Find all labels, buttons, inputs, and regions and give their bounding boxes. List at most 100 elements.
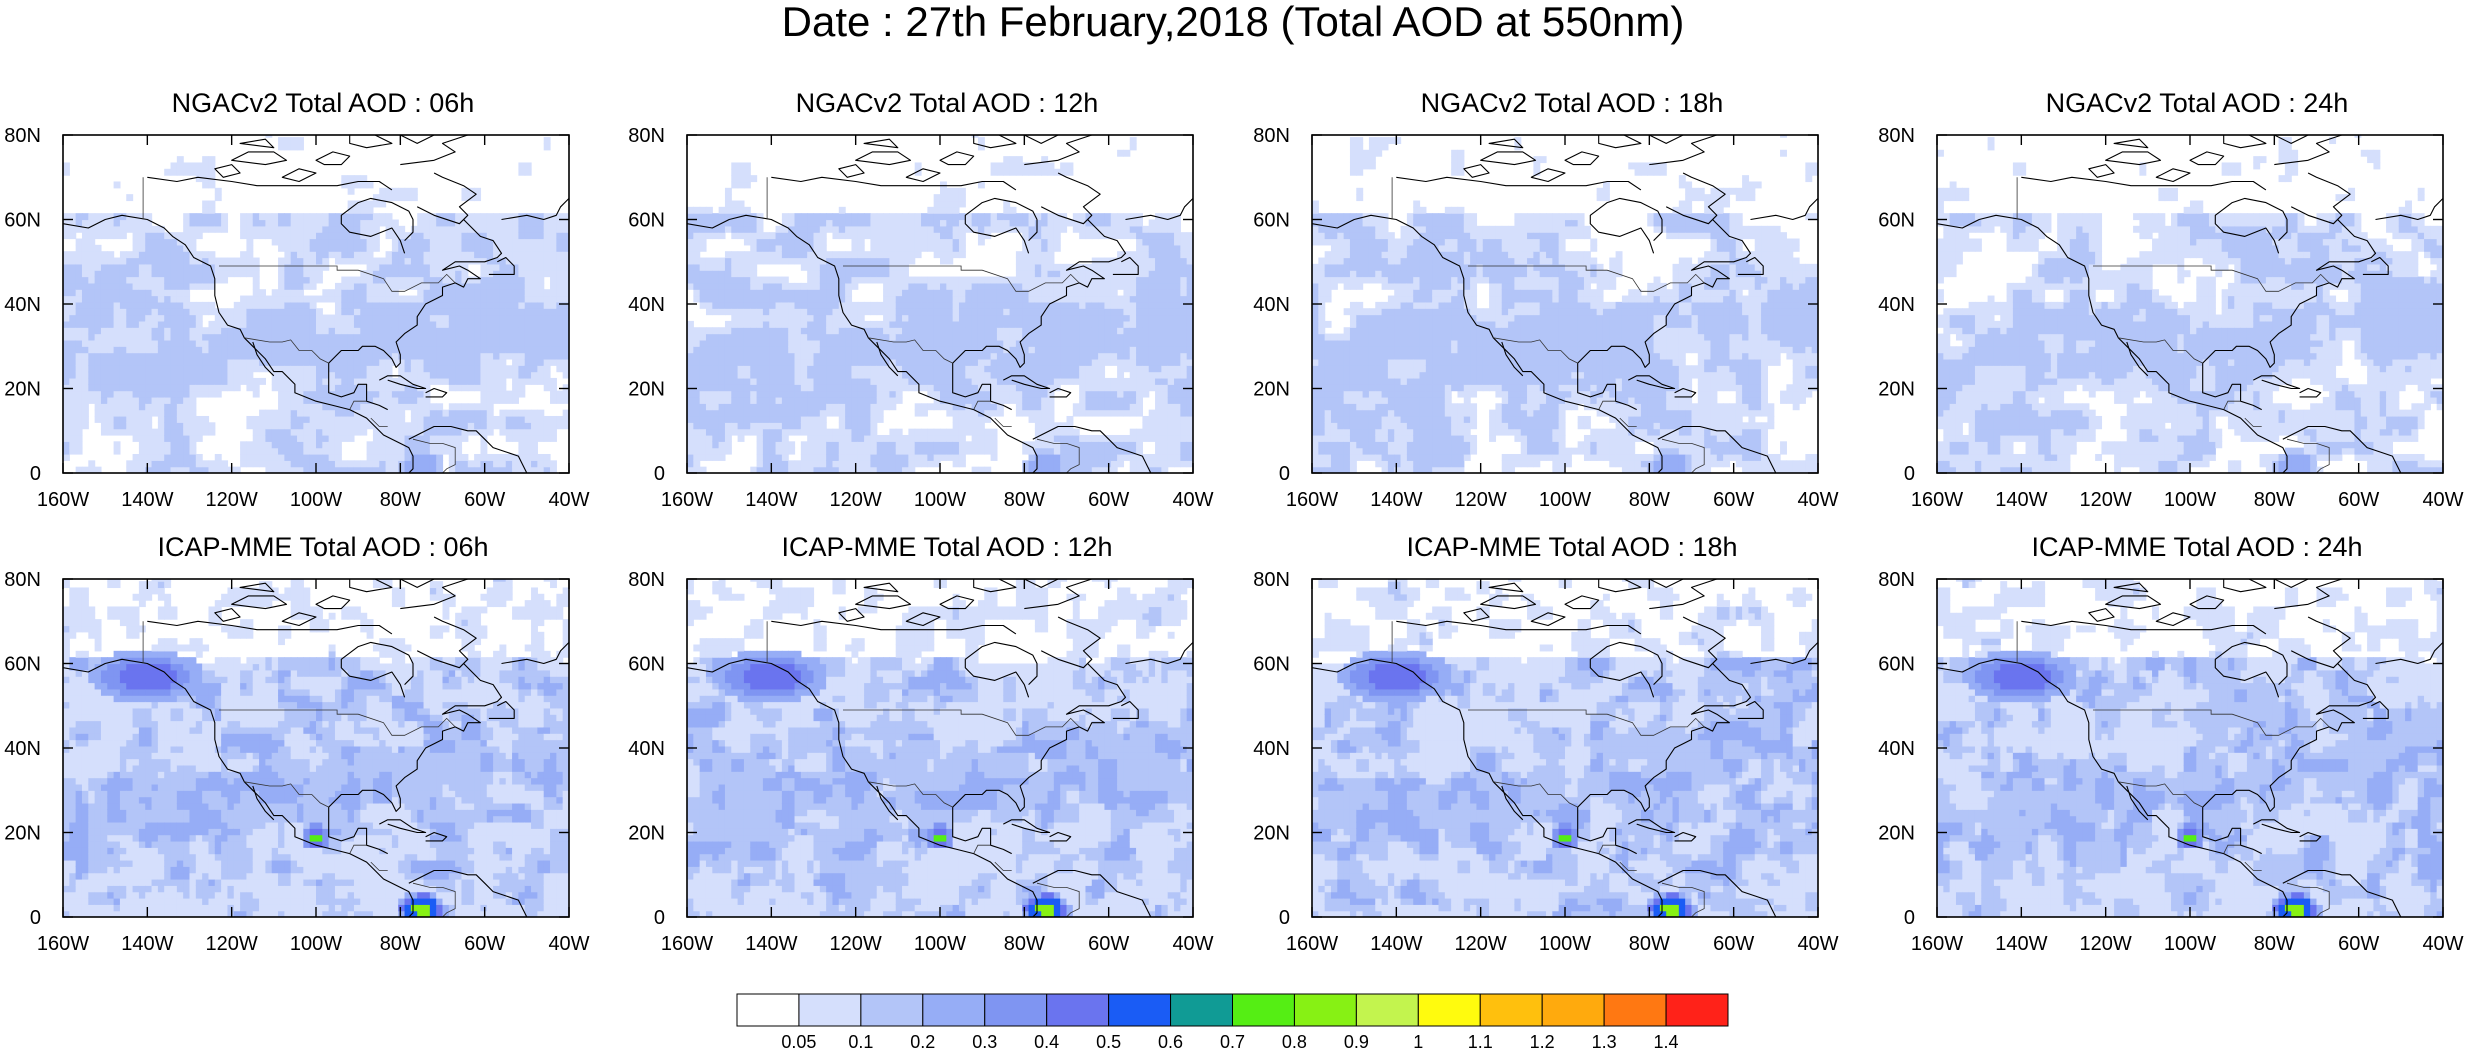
aod-cell (965, 320, 973, 328)
aod-cell (756, 447, 764, 455)
aod-cell (132, 276, 140, 284)
aod-cell (183, 314, 191, 322)
aod-cell (958, 187, 966, 195)
aod-cell (940, 358, 947, 366)
aod-cell (807, 358, 815, 366)
aod-cell (360, 365, 368, 373)
aod-cell (870, 263, 878, 271)
aod-cell (1003, 162, 1011, 170)
aod-cell (971, 409, 979, 417)
aod-cell (486, 327, 494, 335)
aod-cell (259, 289, 266, 297)
aod-cell (278, 232, 285, 240)
aod-cell (1009, 168, 1017, 176)
aod-cell (297, 137, 304, 145)
aod-cell (176, 396, 184, 404)
aod-cell (157, 352, 165, 360)
aod-cell (876, 390, 884, 398)
aod-cell (1009, 384, 1017, 392)
aod-cell (1028, 270, 1036, 278)
aod-cell (265, 135, 273, 138)
aod-cell (486, 352, 494, 360)
aod-cell (724, 225, 732, 233)
aod-cell (303, 447, 311, 455)
aod-cell (290, 238, 298, 246)
aod-cell (410, 244, 418, 252)
aod-cell (94, 308, 102, 316)
aod-cell (303, 390, 311, 398)
aod-cell (543, 295, 551, 303)
aod-cell (699, 447, 707, 455)
aod-cell (876, 238, 884, 246)
aod-cell (965, 213, 973, 221)
aod-cell (145, 301, 153, 309)
aod-cell (322, 409, 330, 417)
aod-cell (423, 428, 431, 436)
aod-cell (838, 466, 846, 473)
aod-cell (845, 453, 853, 461)
aod-cell (819, 289, 827, 297)
aod-cell (246, 301, 254, 309)
aod-cell (845, 320, 853, 328)
aod-cell (864, 384, 872, 392)
aod-cell (965, 295, 973, 303)
aod-cell (895, 358, 903, 366)
aod-cell (524, 428, 532, 436)
aod-cell (556, 365, 564, 373)
aod-cell (309, 390, 317, 398)
aod-cell (391, 377, 399, 385)
aod-cell (870, 358, 878, 366)
aod-cell (322, 320, 330, 328)
aod-cell (410, 396, 418, 404)
aod-cell (756, 358, 764, 366)
aod-cell (864, 441, 872, 449)
aod-cell (227, 371, 235, 379)
aod-cell (404, 441, 412, 449)
aod-cell (883, 333, 890, 341)
aod-cell (467, 257, 475, 265)
aod-cell (499, 251, 507, 259)
aod-cell (284, 301, 292, 309)
aod-cell (341, 390, 349, 398)
aod-cell (379, 365, 387, 373)
aod-cell (788, 251, 796, 259)
aod-cell (202, 301, 210, 309)
aod-cell (461, 270, 469, 278)
aod-cell (889, 428, 897, 436)
aod-cell (284, 339, 292, 347)
aod-cell (461, 320, 469, 328)
aod-cell (531, 333, 538, 341)
aod-cell (864, 434, 872, 442)
aod-cell (769, 434, 777, 442)
aod-cell (851, 263, 859, 271)
aod-cell (417, 213, 425, 221)
aod-cell (157, 460, 165, 468)
aod-cell (227, 333, 235, 341)
aod-cell (347, 238, 355, 246)
aod-cell (290, 441, 298, 449)
aod-cell (448, 238, 456, 246)
aod-cell (126, 219, 134, 227)
aod-cell (170, 320, 178, 328)
aod-cell (265, 441, 273, 449)
aod-cell (1028, 352, 1036, 360)
aod-cell (838, 295, 846, 303)
aod-cell (946, 219, 954, 227)
aod-cell (550, 282, 557, 290)
aod-cell (278, 352, 285, 360)
aod-cell (857, 219, 865, 227)
aod-cell (933, 200, 941, 208)
aod-cell (813, 371, 821, 379)
aod-cell (309, 371, 317, 379)
aod-cell (838, 453, 846, 461)
aod-cell (832, 377, 840, 385)
aod-cell (170, 434, 178, 442)
aod-cell (724, 295, 732, 303)
aod-cell (119, 396, 127, 404)
aod-cell (316, 466, 323, 473)
aod-cell (417, 276, 425, 284)
aod-cell (762, 384, 770, 392)
aod-cell (221, 352, 229, 360)
aod-cell (851, 460, 859, 468)
aod-cell (480, 219, 488, 227)
